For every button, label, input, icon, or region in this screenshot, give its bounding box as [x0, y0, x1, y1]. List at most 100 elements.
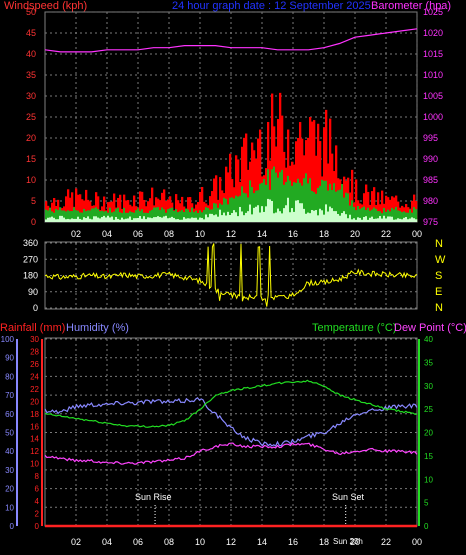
- wind-gust-bar: [309, 116, 312, 222]
- wind-average-bar: [47, 210, 50, 222]
- wind-gust-bar: [385, 195, 388, 222]
- wind-low-bar: [175, 219, 178, 222]
- wind-gust-bar: [143, 199, 146, 222]
- wind-average-bar: [69, 211, 72, 222]
- wind-average-bar: [351, 200, 354, 222]
- temp-y-tick: 35: [424, 358, 433, 367]
- humidity-y-tick: 10: [5, 503, 14, 512]
- wind-low-bar: [185, 218, 188, 222]
- wind-gust-bar: [381, 190, 384, 222]
- wind-low-bar: [373, 218, 376, 222]
- wind-low-bar: [157, 216, 160, 222]
- wind-average-bar: [363, 206, 366, 222]
- wind-average-bar: [79, 212, 82, 222]
- wind-average-bar: [361, 207, 364, 222]
- wind-low-bar: [259, 212, 262, 222]
- wind-low-bar: [395, 219, 398, 222]
- wind-average-bar: [341, 183, 344, 222]
- wind-low-bar: [341, 213, 344, 222]
- wind-average-bar: [85, 211, 88, 222]
- wind-low-bar: [349, 214, 352, 222]
- wind-low-bar: [383, 215, 386, 222]
- wind-average-bar: [105, 210, 108, 222]
- wind-low-bar: [167, 218, 170, 222]
- rain-axis-title: Rainfall (mm): [0, 322, 65, 334]
- wind-x-tick: 20: [350, 229, 360, 239]
- wind-low-bar: [329, 206, 332, 222]
- wind-average-bar: [253, 193, 256, 222]
- dewpoint-line: [44, 442, 418, 465]
- wind-low-bar: [83, 217, 86, 222]
- sun-rise-label: Sun Rise: [135, 492, 172, 502]
- wind-y-tick: 5: [31, 196, 36, 206]
- wind-gust-bar: [107, 202, 110, 222]
- wind-average-bar: [123, 207, 126, 222]
- wind-gust-bar: [133, 195, 136, 222]
- wind-low-bar: [415, 219, 418, 222]
- wind-average-bar: [385, 211, 388, 222]
- wind-low-bar: [119, 219, 122, 222]
- wind-gust-bar: [163, 189, 166, 222]
- baro-y-tick: 1005: [423, 91, 443, 101]
- dir-y-tick: 0: [33, 303, 38, 313]
- temp-x-tick: 14: [257, 537, 267, 547]
- wind-average-bar: [187, 209, 190, 222]
- wind-gust-bar: [197, 202, 200, 222]
- wind-average-bar: [321, 179, 324, 222]
- wind-y-tick: 25: [26, 112, 36, 122]
- wind-average-bar: [95, 207, 98, 222]
- wind-low-bar: [65, 219, 68, 222]
- wind-gust-bar: [69, 197, 72, 222]
- wind-low-bar: [127, 218, 130, 222]
- wind-average-bar: [217, 207, 220, 222]
- wind-low-bar: [245, 212, 248, 222]
- wind-low-bar: [271, 200, 274, 222]
- temp-grid: [45, 338, 418, 527]
- temp-x-tick: 20: [350, 537, 360, 547]
- wind-gust-bar: [189, 197, 192, 222]
- wind-average-bar: [261, 182, 264, 222]
- wind-average-bar: [91, 208, 94, 222]
- wind-gust-bar: [201, 186, 204, 222]
- rain-y-tick: 22: [30, 385, 39, 394]
- wind-low-bar: [311, 209, 314, 222]
- wind-low-bar: [239, 206, 242, 222]
- wind-low-bar: [149, 217, 152, 222]
- wind-low-bar: [137, 218, 140, 222]
- wind-x-tick: 16: [288, 229, 298, 239]
- dir-label-w: W: [435, 254, 446, 266]
- wind-average-bar: [101, 210, 104, 222]
- wind-average-bar: [395, 206, 398, 222]
- rain-y-tick: 6: [35, 485, 40, 494]
- wind-gust-bar: [141, 191, 144, 222]
- wind-low-bar: [49, 217, 52, 222]
- baro-y-tick: 995: [423, 133, 438, 143]
- wind-average-bar: [81, 212, 84, 222]
- humidity-y-tick: 0: [10, 522, 15, 531]
- wind-gust-bar: [241, 146, 244, 222]
- wind-gust-bar: [277, 119, 280, 222]
- humidity-y-tick: 20: [5, 485, 14, 494]
- wind-average-bar: [183, 212, 186, 222]
- wind-average-bar: [223, 197, 226, 222]
- rain-y-tick: 12: [30, 447, 39, 456]
- wind-low-bar: [347, 218, 350, 222]
- wind-average-bar: [313, 192, 316, 222]
- wind-low-bar: [405, 217, 408, 222]
- wind-low-bar: [71, 218, 74, 222]
- wind-low-bar: [199, 217, 202, 222]
- wind-average-bar: [329, 183, 332, 222]
- wind-low-bar: [169, 217, 172, 222]
- wind-average-bar: [323, 180, 326, 222]
- wind-gust-bar: [247, 169, 250, 222]
- wind-low-bar: [79, 218, 82, 222]
- wind-low-bar: [377, 218, 380, 222]
- wind-low-bar: [219, 209, 222, 222]
- wind-gust-bar: [211, 191, 214, 222]
- wind-low-bar: [115, 216, 118, 222]
- wind-low-bar: [207, 217, 210, 222]
- wind-average-bar: [175, 209, 178, 222]
- wind-low-bar: [403, 217, 406, 222]
- wind-average-bar: [277, 177, 280, 222]
- wind-low-bar: [139, 215, 142, 222]
